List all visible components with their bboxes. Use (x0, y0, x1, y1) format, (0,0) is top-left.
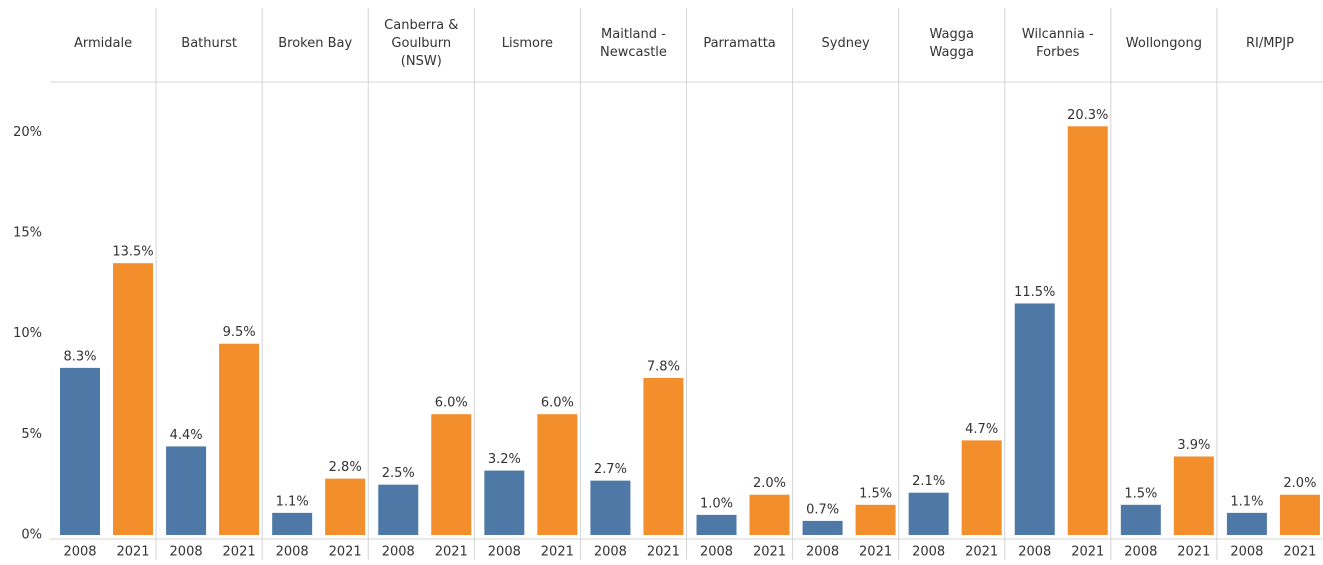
panel-header: Canberra & Goulburn (NSW) (384, 18, 458, 69)
panel-header: Wagga Wagga (929, 27, 973, 60)
bar (802, 520, 843, 535)
x-sub-label: 2021 (753, 545, 786, 560)
value-label: 1.1% (1230, 494, 1263, 509)
bar (908, 492, 949, 535)
x-sub-label: 2008 (63, 545, 96, 560)
value-label: 13.5% (112, 245, 153, 260)
value-label: 11.5% (1014, 285, 1055, 300)
y-tick-label: 10% (13, 326, 42, 341)
bar (537, 414, 578, 535)
y-tick-label: 15% (13, 226, 42, 241)
bar (1014, 303, 1055, 535)
x-sub-label: 2008 (912, 545, 945, 560)
value-label: 8.3% (63, 349, 96, 364)
x-sub-label: 2008 (1124, 545, 1157, 560)
value-label: 9.5% (223, 325, 256, 340)
x-sub-label: 2008 (488, 545, 521, 560)
value-label: 1.5% (1124, 486, 1157, 501)
panel-header: Lismore (502, 36, 553, 51)
x-sub-label: 2008 (382, 545, 415, 560)
value-label: 4.4% (170, 428, 203, 443)
value-label: 2.0% (753, 476, 786, 491)
panel-header: Parramatta (703, 36, 775, 51)
bar (219, 343, 260, 535)
x-sub-label: 2008 (806, 545, 839, 560)
panel-header: Armidale (74, 36, 132, 51)
x-sub-label: 2021 (965, 545, 998, 560)
value-label: 7.8% (647, 359, 680, 374)
panel-header: Maitland -Newcastle (600, 27, 667, 60)
x-sub-label: 2021 (329, 545, 362, 560)
panel-header: Bathurst (181, 36, 237, 51)
value-label: 3.9% (1177, 438, 1210, 453)
x-sub-label: 2021 (647, 545, 680, 560)
x-sub-label: 2021 (435, 545, 468, 560)
value-label: 1.0% (700, 496, 733, 511)
y-tick-label: 20% (13, 125, 42, 140)
bar (484, 470, 525, 535)
bar (1279, 494, 1320, 535)
value-label: 1.5% (859, 486, 892, 501)
bar (431, 414, 472, 535)
bar (1067, 126, 1108, 535)
x-sub-label: 2021 (116, 545, 149, 560)
value-label: 2.5% (382, 466, 415, 481)
panel-header: Wollongong (1126, 36, 1202, 51)
bar (1173, 456, 1214, 535)
bar (378, 484, 419, 535)
x-sub-label: 2021 (1283, 545, 1316, 560)
bar (855, 504, 896, 535)
bar (272, 512, 313, 535)
value-label: 3.2% (488, 452, 521, 467)
x-sub-label: 2021 (1071, 545, 1104, 560)
bar (1120, 504, 1161, 535)
panel-header: RI/MPJP (1246, 36, 1294, 51)
value-label: 6.0% (541, 396, 574, 411)
panel-header: Broken Bay (278, 36, 352, 51)
panel-header: Wilcannia -Forbes (1022, 27, 1094, 60)
y-tick-label: 5% (21, 427, 42, 442)
x-sub-label: 2021 (1177, 545, 1210, 560)
value-label: 4.7% (965, 422, 998, 437)
x-sub-label: 2008 (1018, 545, 1051, 560)
bar (113, 263, 153, 535)
x-sub-label: 2008 (170, 545, 203, 560)
value-label: 2.0% (1283, 476, 1316, 491)
bar (696, 514, 737, 535)
bar (961, 440, 1002, 535)
bar (590, 480, 631, 535)
panel-header: Sydney (822, 36, 870, 51)
bar (643, 377, 684, 535)
bar (1226, 512, 1267, 535)
value-label: 1.1% (276, 494, 309, 509)
bar (60, 367, 100, 535)
x-sub-label: 2008 (594, 545, 627, 560)
x-sub-label: 2021 (541, 545, 574, 560)
bar (166, 446, 207, 535)
x-sub-label: 2021 (223, 545, 256, 560)
x-sub-label: 2021 (859, 545, 892, 560)
value-label: 20.3% (1067, 108, 1108, 123)
value-label: 2.1% (912, 474, 945, 489)
value-label: 2.7% (594, 462, 627, 477)
x-sub-label: 2008 (1230, 545, 1263, 560)
bar (749, 494, 790, 535)
value-label: 0.7% (806, 502, 839, 517)
value-label: 2.8% (329, 460, 362, 475)
bar (325, 478, 366, 535)
x-sub-label: 2008 (276, 545, 309, 560)
value-label: 6.0% (435, 396, 468, 411)
x-sub-label: 2008 (700, 545, 733, 560)
y-tick-label: 0% (21, 528, 42, 543)
